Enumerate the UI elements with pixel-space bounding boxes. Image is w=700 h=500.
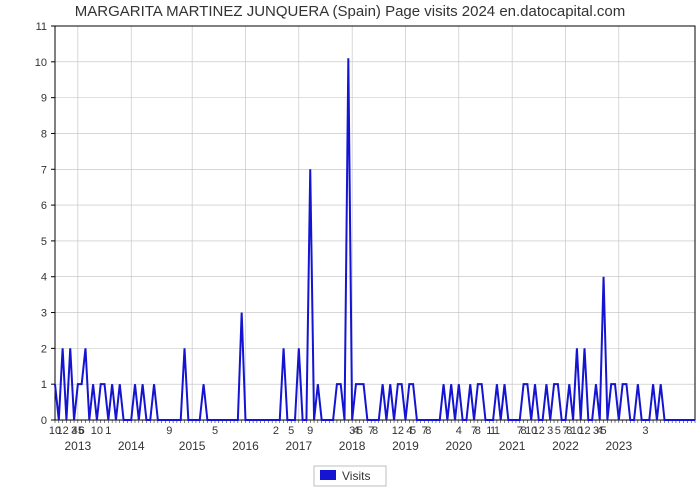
x-sub-label: 12 [56,425,68,437]
legend-label: Visits [342,469,370,483]
chart-svg: MARGARITA MARTINEZ JUNQUERA (Spain) Page… [0,0,700,500]
page-visits-chart: MARGARITA MARTINEZ JUNQUERA (Spain) Page… [0,0,700,500]
y-tick-label: 8 [41,128,47,140]
y-tick-label: 1 [41,379,47,391]
y-tick-label: 5 [41,236,47,248]
x-sub-label: 12 [392,425,404,437]
x-year-label: 2018 [339,439,366,453]
legend-swatch [320,470,336,480]
x-sub-label: 5 [357,425,363,437]
x-sub-label: 8 [372,425,378,437]
y-tick-label: 4 [41,272,47,284]
x-year-label: 2019 [392,439,419,453]
x-year-label: 2016 [232,439,259,453]
y-tick-label: 3 [41,308,47,320]
x-sub-label: 3 [547,425,553,437]
x-sub-label: 9 [307,425,313,437]
x-sub-label: 1 [105,425,111,437]
x-sub-label: 1 [494,425,500,437]
x-sub-label: 12 [533,425,545,437]
x-sub-label: 9 [166,425,172,437]
x-sub-label: 8 [425,425,431,437]
y-tick-label: 10 [35,57,47,69]
x-sub-label: 12 [578,425,590,437]
x-year-label: 2017 [285,439,312,453]
x-year-label: 2015 [179,439,206,453]
y-tick-label: 7 [41,164,47,176]
x-sub-label: 5 [410,425,416,437]
x-year-label: 2022 [552,439,579,453]
y-tick-label: 6 [41,200,47,212]
y-tick-label: 2 [41,343,47,355]
chart-title: MARGARITA MARTINEZ JUNQUERA (Spain) Page… [75,3,625,20]
x-year-label: 2014 [118,439,145,453]
x-year-label: 2013 [65,439,92,453]
x-year-label: 2023 [605,439,632,453]
y-tick-label: 0 [41,415,47,427]
y-tick-label: 11 [36,21,47,33]
x-sub-label: 4 [456,425,462,437]
x-sub-label: 10 [91,425,103,437]
x-sub-label: 5 [288,425,294,437]
x-year-label: 2020 [445,439,472,453]
x-sub-label: 2 [273,425,279,437]
x-sub-label: 5 [601,425,607,437]
x-sub-label: 6 [79,425,85,437]
y-tick-label: 9 [41,93,47,105]
x-sub-label: 8 [475,425,481,437]
x-sub-label: 5 [212,425,218,437]
x-sub-label: 5 [555,425,561,437]
x-sub-label: 3 [642,425,648,437]
x-year-label: 2021 [499,439,526,453]
